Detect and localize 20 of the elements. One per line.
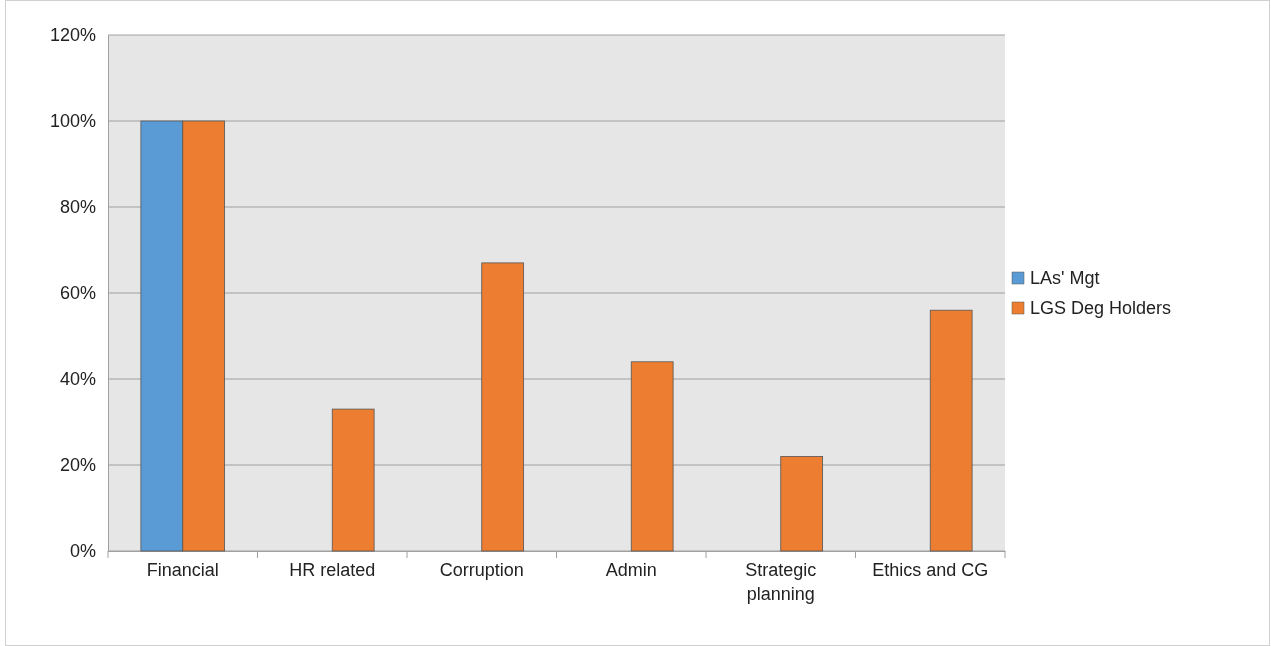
x-tick-label: Financial (146, 559, 219, 580)
legend-label: LGS Deg Holders (1030, 298, 1172, 318)
x-tick-label: Strategic planning (745, 559, 817, 605)
y-tick-label: 0% (69, 541, 96, 562)
bar (780, 456, 824, 552)
x-tick-label: Admin (605, 559, 657, 580)
bar (929, 309, 973, 552)
x-tick-label: Corruption (439, 559, 524, 580)
y-tick-label: 20% (59, 455, 96, 476)
y-tick-label: 80% (59, 197, 96, 218)
legend-label: LAs' Mgt (1030, 268, 1100, 288)
y-tick-label: 120% (49, 25, 96, 46)
x-tick-label: HR related (289, 559, 376, 580)
bar (481, 262, 525, 552)
y-tick-label: 60% (59, 283, 96, 304)
x-tick-label: Ethics and CG (872, 559, 989, 580)
bar (630, 361, 674, 552)
y-tick-label: 40% (59, 369, 96, 390)
y-tick-label: 100% (49, 111, 96, 132)
bar (331, 408, 375, 552)
